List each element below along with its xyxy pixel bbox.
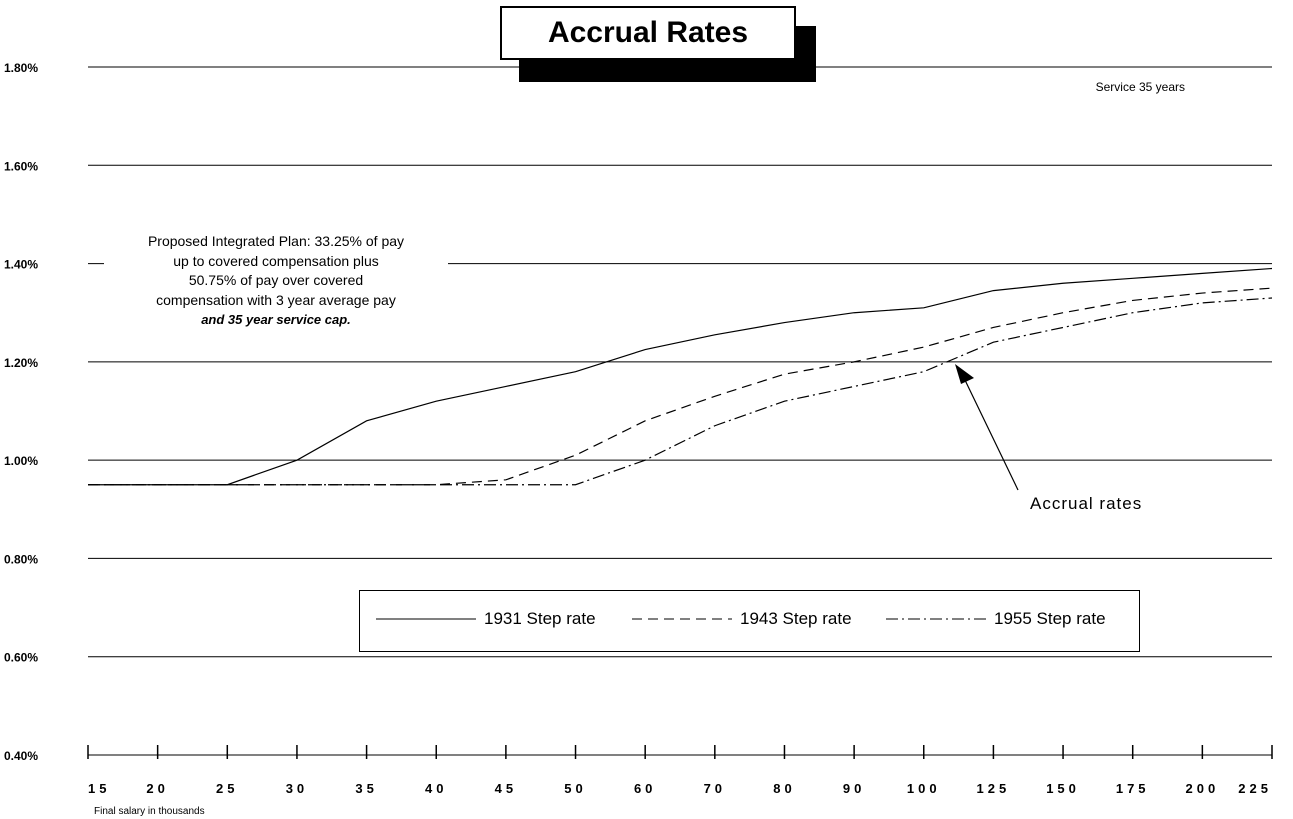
legend-swatch-dashed	[632, 618, 732, 620]
service-note: Service 35 years	[1095, 80, 1185, 94]
x-tick-label: 30	[286, 781, 308, 796]
y-tick-label: 0.60%	[4, 651, 38, 665]
y-tick-label: 1.20%	[4, 356, 38, 370]
legend-item-1955: 1955 Step rate	[886, 609, 1106, 629]
chart-title: Accrual Rates	[500, 6, 796, 60]
y-tick-label: 1.60%	[4, 159, 38, 173]
x-tick-label: 175	[1116, 781, 1150, 796]
x-tick-label: 80	[773, 781, 795, 796]
legend-label: 1943 Step rate	[740, 609, 852, 628]
plan-line: compensation with 3 year average pay	[156, 291, 396, 308]
series-lines	[88, 267, 1273, 486]
x-tick-label: 20	[146, 781, 168, 796]
arrow-line	[963, 377, 1019, 491]
plan-line: up to covered compensation plus	[173, 252, 379, 269]
x-tick-label: 70	[704, 781, 726, 796]
arrow-label: Accrual rates	[1030, 494, 1143, 513]
x-tick-label: 35	[355, 781, 377, 796]
x-tick-label: 15	[88, 781, 110, 796]
series-line-dashed	[88, 287, 1273, 486]
x-axis: 15 20 25 30 35 40 45 50 60 70 80 90 100 125 150 175 200 2…	[87, 745, 1273, 796]
legend-item-1931: 1931 Step rate	[376, 609, 596, 629]
y-tick-label: 1.00%	[4, 454, 38, 468]
series-line-dashdot	[88, 297, 1273, 486]
x-tick-label: 90	[843, 781, 865, 796]
y-tick-label: 1.40%	[4, 258, 38, 272]
y-tick-labels: 1.80% 1.60% 1.40% 1.20% 1.00% 0.80% 0.60% 0.40%	[4, 61, 38, 763]
x-tick-label: 40	[425, 781, 447, 796]
arrow-annotation	[955, 364, 1019, 491]
plan-line: 50.75% of pay over covered	[188, 272, 364, 288]
plan-line: and 35 year service cap.	[201, 312, 351, 327]
x-tick-label: 25	[216, 781, 238, 796]
x-tick-label: 150	[1046, 781, 1080, 796]
y-tick-label: 0.80%	[4, 552, 38, 566]
legend-label: 1931 Step rate	[484, 609, 596, 628]
x-tick-label: 60	[634, 781, 656, 796]
x-tick-label: 45	[495, 781, 517, 796]
plan-line: Proposed Integrated Plan: 33.25% of pay	[147, 233, 405, 249]
series-line-solid	[88, 267, 1273, 486]
legend-label: 1955 Step rate	[994, 609, 1106, 628]
x-tick-label: 50	[564, 781, 586, 796]
legend: 1931 Step rate 1943 Step rate 1955 Step …	[359, 590, 1140, 652]
y-tick-label: 0.40%	[4, 749, 38, 763]
plan-annotation: Proposed Integrated Plan: 33.25% of pay …	[104, 230, 448, 332]
x-tick-label: 225	[1238, 781, 1272, 796]
legend-item-1943: 1943 Step rate	[632, 609, 852, 629]
legend-swatch-dashdot	[886, 618, 986, 620]
legend-swatch-solid	[376, 618, 476, 620]
y-tick-label: 1.80%	[4, 61, 38, 75]
x-tick-label: 125	[977, 781, 1011, 796]
x-tick-label: 200	[1186, 781, 1220, 796]
arrow-head	[955, 364, 974, 384]
x-tick-label: 100	[907, 781, 941, 796]
x-axis-label: Final salary in thousands	[94, 806, 205, 817]
